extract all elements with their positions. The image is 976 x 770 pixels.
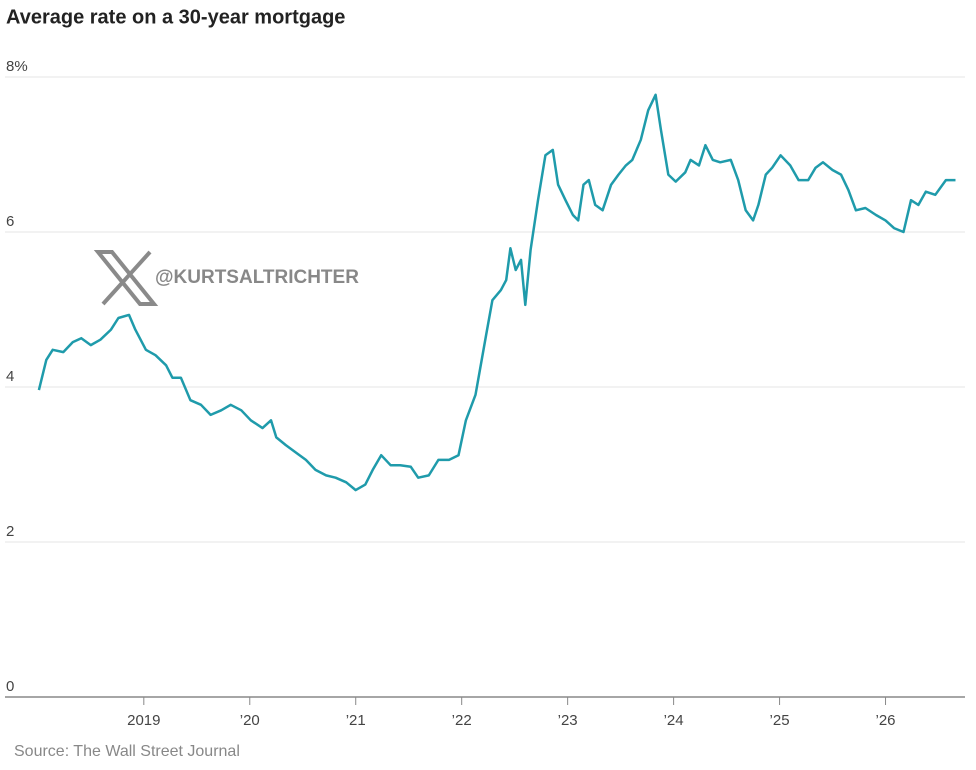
y-tick-label: 2	[6, 523, 14, 540]
chart-title: Average rate on a 30-year mortgage	[6, 6, 345, 28]
x-tick-label: ’24	[664, 712, 684, 729]
y-tick-label: 4	[6, 368, 14, 385]
x-tick-label: ’23	[558, 712, 578, 729]
watermark-logo	[93, 250, 159, 306]
x-tick-label: ’20	[240, 712, 260, 729]
x-tick-label: ’21	[346, 712, 366, 729]
watermark-handle: @KURTSALTRICHTER	[155, 267, 359, 288]
x-tick-label: ’25	[770, 712, 790, 729]
x-tick-label: ’22	[452, 712, 472, 729]
y-tick-label: 6	[6, 213, 14, 230]
line	[37, 93, 956, 492]
x-tick-label: ’26	[876, 712, 896, 729]
y-tick-label: 8%	[6, 58, 28, 75]
y-tick-label: 0	[6, 678, 14, 695]
source: Source: The Wall Street Journal	[14, 743, 240, 760]
x-tick-label: 2019	[127, 712, 160, 729]
